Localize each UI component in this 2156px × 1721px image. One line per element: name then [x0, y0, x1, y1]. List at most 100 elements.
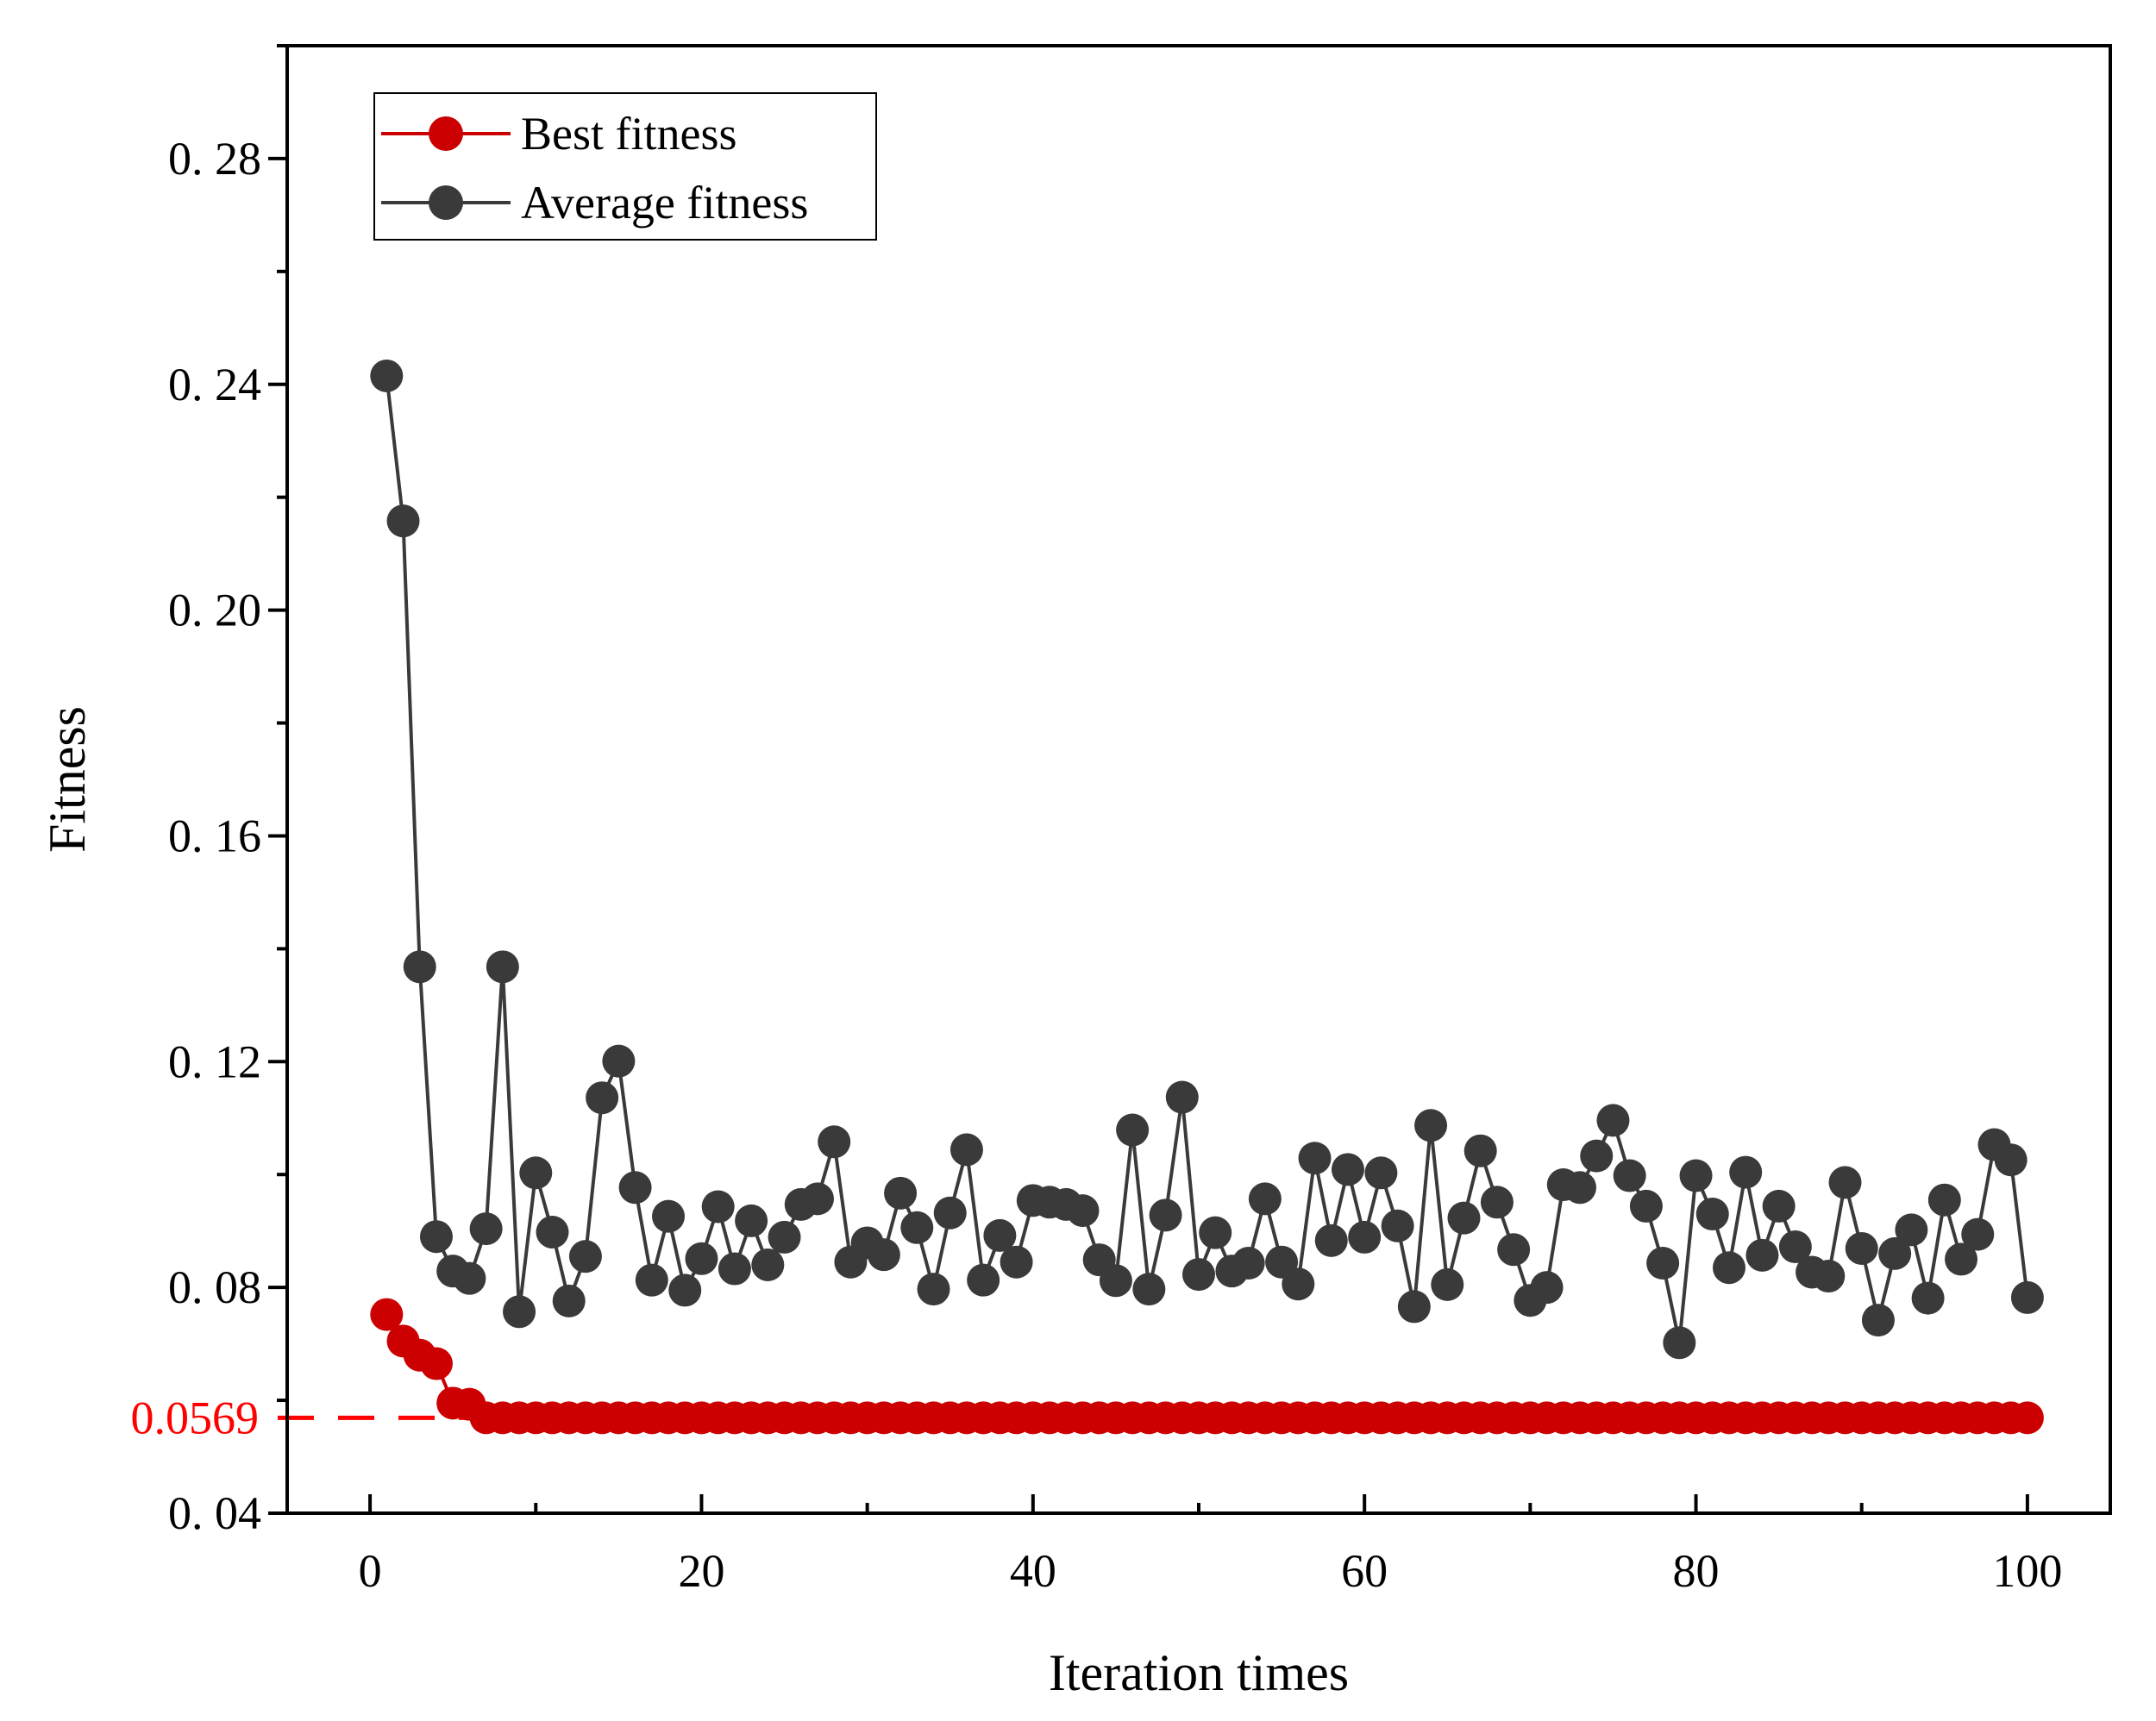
data-point [718, 1252, 751, 1286]
data-point [453, 1261, 486, 1295]
data-point [818, 1125, 851, 1159]
x-tick-label: 20 [678, 1545, 724, 1597]
data-point [1729, 1155, 1763, 1189]
data-point [768, 1220, 801, 1254]
data-point [1613, 1159, 1646, 1192]
data-point [1762, 1189, 1796, 1223]
data-point [1994, 1143, 2028, 1177]
legend-label-average: Average fitness [521, 177, 808, 228]
y-tick-label: 0. 04 [168, 1487, 261, 1539]
data-point [735, 1204, 768, 1237]
series-group [370, 359, 2044, 1435]
data-point [1431, 1267, 1464, 1301]
data-point [1099, 1264, 1132, 1298]
data-point [1629, 1189, 1663, 1223]
data-point [1530, 1271, 1564, 1305]
legend-box [373, 92, 877, 241]
data-point [519, 1156, 553, 1190]
series-best-fitness [370, 1298, 2044, 1435]
data-point [370, 359, 404, 392]
legend-marker-best [429, 116, 463, 151]
data-point [2010, 1280, 2044, 1314]
data-point [1646, 1247, 1680, 1280]
data-point [800, 1182, 834, 1216]
data-point [1248, 1182, 1282, 1216]
y-tick-label: 0. 12 [168, 1036, 261, 1087]
data-point [1182, 1258, 1215, 1292]
data-point [1712, 1251, 1745, 1285]
x-tick-label: 100 [1992, 1545, 2062, 1597]
data-point [419, 1347, 453, 1380]
legend-marker-average [429, 185, 463, 220]
data-point [2010, 1401, 2044, 1435]
data-point [1132, 1273, 1166, 1306]
data-point [1927, 1183, 1961, 1217]
y-tick-label: 0. 20 [168, 585, 261, 636]
data-point [1564, 1171, 1597, 1205]
data-point [1778, 1230, 1812, 1264]
data-point [1861, 1304, 1895, 1337]
data-point [1165, 1080, 1199, 1114]
plot-frame [285, 44, 2112, 1515]
data-point [403, 950, 436, 984]
data-point [917, 1273, 950, 1306]
data-point [1895, 1213, 1928, 1247]
data-point [1331, 1153, 1364, 1186]
data-point [933, 1196, 967, 1230]
data-point [1199, 1216, 1232, 1249]
data-point [1663, 1326, 1696, 1360]
data-point [1000, 1245, 1033, 1279]
data-point [1480, 1186, 1514, 1219]
legend-label-best: Best fitness [521, 108, 737, 160]
data-point [536, 1216, 569, 1249]
series-average-fitness [370, 359, 2044, 1360]
data-point [967, 1263, 1000, 1297]
data-point [1679, 1159, 1713, 1192]
data-point [370, 1298, 404, 1331]
data-point [701, 1190, 735, 1223]
data-point [568, 1240, 602, 1274]
data-point [950, 1133, 983, 1167]
data-point [1845, 1231, 1878, 1265]
data-point [1580, 1139, 1614, 1173]
data-point [668, 1274, 702, 1307]
data-point [1116, 1113, 1150, 1147]
data-point [751, 1248, 785, 1281]
data-point [1397, 1290, 1431, 1324]
data-point [1695, 1198, 1729, 1231]
data-point [1149, 1198, 1182, 1232]
data-point [1596, 1104, 1630, 1137]
data-point [635, 1263, 668, 1297]
data-point [1828, 1166, 1862, 1199]
data-point [1945, 1242, 1978, 1276]
data-point [1745, 1238, 1779, 1272]
data-point [618, 1171, 652, 1205]
y-tick-label: 0. 28 [168, 133, 261, 185]
data-point [1066, 1194, 1100, 1228]
tick-labels: 0 20 40 60 80 100 0. 04 0. 08 0. 12 0. 16 0. 20 0. … [168, 133, 2062, 1597]
data-point [900, 1211, 934, 1244]
series-line [385, 375, 2029, 1343]
y-axis-title: Fitness [39, 706, 96, 853]
data-point [503, 1295, 536, 1329]
data-point [552, 1284, 586, 1317]
data-point [1961, 1217, 1995, 1251]
x-tick-label: 60 [1341, 1545, 1388, 1597]
y-tick-label: 0. 16 [168, 810, 261, 861]
y-tick-label: 0. 24 [168, 359, 261, 410]
data-point [685, 1242, 718, 1275]
data-point [1298, 1142, 1332, 1175]
data-point [1282, 1267, 1315, 1301]
data-point [884, 1176, 918, 1210]
data-point [469, 1212, 503, 1246]
reference-line-label: 0.0569 [131, 1392, 260, 1443]
data-point [1314, 1223, 1348, 1257]
data-point [586, 1081, 619, 1115]
legend: Best fitness Average fitness [373, 92, 877, 241]
data-point [419, 1220, 453, 1254]
y-tick-label: 0. 08 [168, 1261, 261, 1313]
data-point [1348, 1220, 1382, 1254]
x-axis-title: Iteration times [1049, 1644, 1349, 1701]
